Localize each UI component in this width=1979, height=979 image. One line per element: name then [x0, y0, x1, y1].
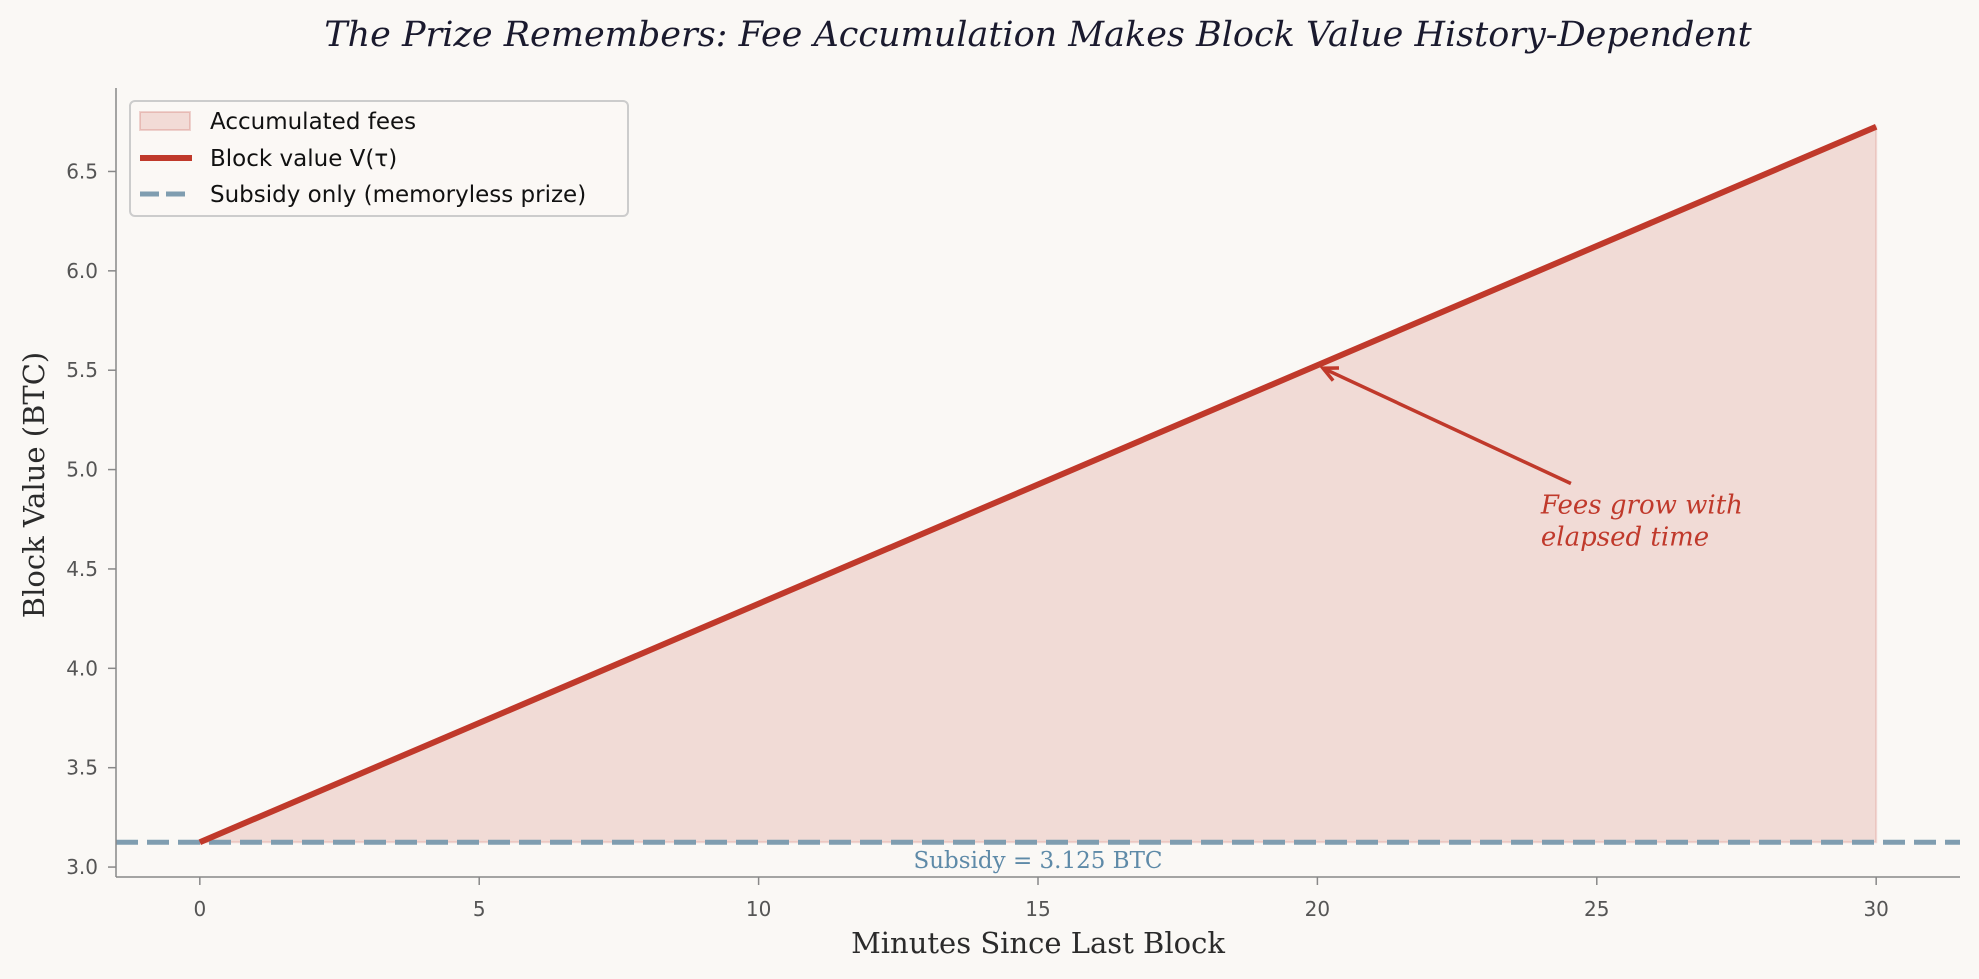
text-layer: The Prize Remembers: Fee Accumulation Ma…	[17, 15, 1753, 960]
y-tick-label: 6.5	[66, 159, 98, 183]
x-tick-label: 0	[193, 897, 206, 921]
y-axis-label: Block Value (BTC)	[17, 352, 51, 618]
y-tick-label: 6.0	[66, 259, 98, 283]
y-tick-label: 4.0	[66, 656, 98, 680]
x-axis-label: Minutes Since Last Block	[851, 926, 1225, 960]
x-tick-label: 15	[1025, 897, 1050, 921]
subsidy-annotation-text: Subsidy = 3.125 BTC	[913, 848, 1162, 874]
y-tick-label: 5.0	[66, 458, 98, 482]
legend-label-block-value: Block value V(τ)	[210, 146, 397, 172]
x-tick-label: 20	[1305, 897, 1330, 921]
legend-label-accumulated-fees: Accumulated fees	[210, 109, 416, 135]
legend-swatch-accumulated-fees	[139, 111, 191, 131]
x-tick-label: 5	[473, 897, 486, 921]
legend: Accumulated fees Block value V(τ) Subsidy …	[129, 100, 629, 217]
axes-layer: 0 5 10 15 20 25 30 3.0 3.5 4.0 4.5 5.0 5.5 6.0 6.5	[66, 88, 1960, 921]
annotation-text-line: Fees grow with	[1540, 490, 1743, 520]
chart-title: The Prize Remembers: Fee Accumulation Ma…	[324, 15, 1752, 55]
y-tick-label: 4.5	[66, 557, 98, 581]
y-tick-label: 3.5	[66, 756, 98, 780]
annotation-arrow-shaft	[1322, 366, 1572, 486]
x-tick-label: 25	[1584, 897, 1609, 921]
legend-label-subsidy: Subsidy only (memoryless prize)	[210, 182, 586, 208]
line-layer	[116, 123, 1960, 845]
block-value-line	[198, 123, 1878, 845]
annotation-text-line: elapsed time	[1541, 522, 1709, 552]
y-tick-label: 5.5	[66, 358, 98, 382]
annotation-arrow-head	[1319, 366, 1340, 382]
x-tick-label: 10	[746, 897, 771, 921]
y-tick-label: 3.0	[66, 855, 98, 879]
x-tick-label: 30	[1863, 897, 1888, 921]
legend-box	[129, 100, 629, 217]
